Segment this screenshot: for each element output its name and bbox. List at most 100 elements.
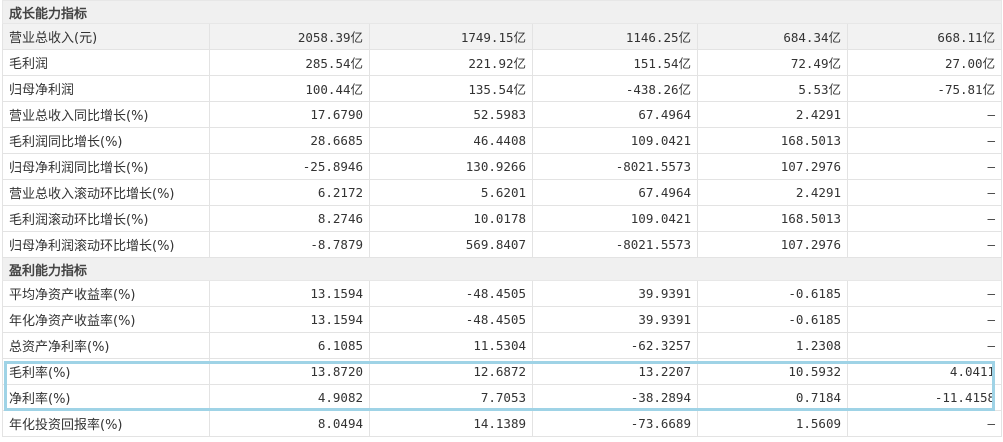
row-label: 归母净利润滚动环比增长(%): [2, 231, 210, 258]
table-row: 净利率(%) 4.9082 7.7053 -38.2894 0.7184 -11.4158: [2, 384, 1003, 411]
table-row: 归母净利润滚动环比增长(%) -8.7879 569.8407 -8021.5573 1…: [2, 231, 1003, 258]
table-row: 毛利率(%) 13.8720 12.6872 13.2207 10.5932 4.0411: [2, 358, 1003, 385]
cell-value: 684.34亿: [697, 23, 848, 50]
cell-value: 1.2308: [697, 332, 848, 359]
table-row: 营业总收入同比增长(%) 17.6790 52.5983 67.4964 2.4291—: [2, 101, 1003, 128]
table-row: 年化投资回报率(%) 8.0494 14.1389 -73.6689 1.5609—: [2, 410, 1003, 437]
cell-value: 151.54亿: [532, 49, 698, 76]
cell-value: 130.9266: [369, 153, 533, 180]
cell-value: 8.2746: [209, 205, 370, 232]
table-row: 毛利润 285.54亿 221.92亿 151.54亿 72.49亿 27.00亿: [2, 49, 1003, 76]
cell-value: 12.6872: [369, 358, 533, 385]
cell-value: 109.0421: [532, 127, 698, 154]
row-label: 归母净利润: [2, 75, 210, 102]
row-label: 平均净资产收益率(%): [2, 280, 210, 307]
cell-value: 5.53亿: [697, 75, 848, 102]
cell-value: —: [846, 205, 1003, 232]
cell-value: 4.0411: [846, 358, 1003, 385]
cell-value: 1146.25亿: [532, 23, 698, 50]
row-label: 毛利润滚动环比增长(%): [2, 205, 210, 232]
cell-value: -0.6185: [697, 280, 848, 307]
cell-value: 13.1594: [209, 280, 370, 307]
cell-value: -11.4158: [846, 384, 1003, 411]
cell-value: 107.2976: [697, 153, 848, 180]
cell-value: —: [846, 332, 1003, 359]
table-row: 总资产净利率(%) 6.1085 11.5304 -62.3257 1.2308—: [2, 332, 1003, 359]
cell-value: -48.4505: [369, 306, 533, 333]
cell-value: -62.3257: [532, 332, 698, 359]
section-title: 成长能力指标: [1, 0, 1003, 24]
cell-value: 39.9391: [532, 280, 698, 307]
table-row: 归母净利润同比增长(%) -25.8946 130.9266 -8021.5573 10…: [2, 153, 1003, 180]
row-label: 净利率(%): [2, 384, 210, 411]
cell-value: 0.7184: [697, 384, 848, 411]
cell-value: 1749.15亿: [369, 23, 533, 50]
cell-value: 6.1085: [209, 332, 370, 359]
cell-value: 569.8407: [369, 231, 533, 258]
cell-value: -73.6689: [532, 410, 698, 437]
cell-value: 109.0421: [532, 205, 698, 232]
cell-value: -48.4505: [369, 280, 533, 307]
cell-value: 285.54亿: [209, 49, 370, 76]
cell-value: 135.54亿: [369, 75, 533, 102]
cell-value: 100.44亿: [209, 75, 370, 102]
cell-value: -25.8946: [209, 153, 370, 180]
cell-value: —: [846, 101, 1003, 128]
cell-value: 10.0178: [369, 205, 533, 232]
cell-value: 27.00亿: [846, 49, 1003, 76]
cell-value: 17.6790: [209, 101, 370, 128]
cell-value: 107.2976: [697, 231, 848, 258]
cell-value: 13.2207: [532, 358, 698, 385]
cell-value: 2058.39亿: [209, 23, 370, 50]
table-row: 毛利润滚动环比增长(%) 8.2746 10.0178 109.0421 168.501…: [2, 205, 1003, 232]
row-label: 毛利率(%): [2, 358, 210, 385]
cell-value: -8021.5573: [532, 153, 698, 180]
cell-value: —: [846, 153, 1003, 180]
cell-value: 72.49亿: [697, 49, 848, 76]
cell-value: -0.6185: [697, 306, 848, 333]
cell-value: 28.6685: [209, 127, 370, 154]
table-row: 归母净利润 100.44亿 135.54亿 -438.26亿 5.53亿 -75.81亿: [2, 75, 1003, 102]
cell-value: —: [846, 410, 1003, 437]
cell-value: 4.9082: [209, 384, 370, 411]
cell-value: —: [846, 280, 1003, 307]
row-label: 营业总收入滚动环比增长(%): [2, 179, 210, 206]
section-header: 成长能力指标: [1, 0, 1003, 24]
cell-value: —: [846, 179, 1003, 206]
cell-value: 46.4408: [369, 127, 533, 154]
cell-value: 168.5013: [697, 205, 848, 232]
table-row: 平均净资产收益率(%) 13.1594 -48.4505 39.9391 -0.6185…: [2, 280, 1003, 307]
row-label: 营业总收入同比增长(%): [2, 101, 210, 128]
cell-value: 10.5932: [697, 358, 848, 385]
cell-value: -8021.5573: [532, 231, 698, 258]
cell-value: 67.4964: [532, 101, 698, 128]
cell-value: 13.1594: [209, 306, 370, 333]
cell-value: 2.4291: [697, 101, 848, 128]
cell-value: 668.11亿: [846, 23, 1003, 50]
table-row: 营业总收入(元) 2058.39亿 1749.15亿 1146.25亿 684.34亿 6…: [2, 23, 1003, 50]
row-label: 毛利润: [2, 49, 210, 76]
cell-value: 13.8720: [209, 358, 370, 385]
row-label: 毛利润同比增长(%): [2, 127, 210, 154]
row-label: 营业总收入(元): [2, 23, 210, 50]
row-label: 总资产净利率(%): [2, 332, 210, 359]
cell-value: —: [846, 231, 1003, 258]
table-row: 年化净资产收益率(%) 13.1594 -48.4505 39.9391 -0.6185…: [2, 306, 1003, 333]
cell-value: 7.7053: [369, 384, 533, 411]
cell-value: 221.92亿: [369, 49, 533, 76]
cell-value: 14.1389: [369, 410, 533, 437]
cell-value: 168.5013: [697, 127, 848, 154]
cell-value: —: [846, 306, 1003, 333]
cell-value: 52.5983: [369, 101, 533, 128]
cell-value: 39.9391: [532, 306, 698, 333]
cell-value: 11.5304: [369, 332, 533, 359]
row-label: 年化投资回报率(%): [2, 410, 210, 437]
cell-value: 6.2172: [209, 179, 370, 206]
cell-value: -8.7879: [209, 231, 370, 258]
cell-value: -38.2894: [532, 384, 698, 411]
cell-value: 2.4291: [697, 179, 848, 206]
table-row: 毛利润同比增长(%) 28.6685 46.4408 109.0421 168.5013…: [2, 127, 1003, 154]
cell-value: 5.6201: [369, 179, 533, 206]
